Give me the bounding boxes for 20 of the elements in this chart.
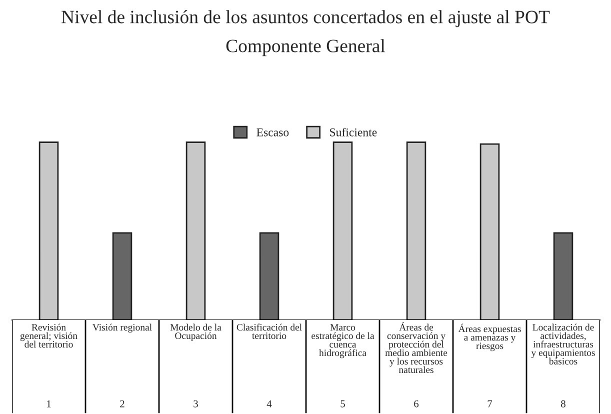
- x-tick-label: Visión regional: [92, 324, 152, 333]
- chart-subtitle: Componente General: [226, 39, 386, 56]
- text: 4: [266, 400, 272, 408]
- x-tick-label: Clasificación del territorio: [236, 324, 302, 340]
- x-tick-label: Marco estratégico de la cuenca hidrográfica: [312, 324, 374, 358]
- x-tick-label: Áreas de conservación y protección del medio ambiente y los recursos naturales: [385, 322, 448, 374]
- x-tick-label: Modelo de la Ocupación: [170, 324, 222, 342]
- x-tick-label: Áreas expuestas a amenazas y riesgos: [458, 324, 521, 352]
- text: 3: [194, 400, 198, 408]
- text: 1: [47, 400, 51, 408]
- text: 6: [414, 400, 419, 408]
- text: 5: [340, 400, 345, 408]
- text: 2: [120, 400, 124, 408]
- legend-label: Suficiente: [330, 128, 377, 136]
- x-tick-label: Revisión general; visión del territorio: [20, 324, 78, 348]
- x-tick-label: Localización de actividades, infraestructuras y equipamientos básicos: [531, 324, 595, 365]
- text: 7: [488, 400, 492, 408]
- chart-title: Nivel de inclusión de los asuntos concertados en el ajuste al POT: [62, 10, 550, 28]
- legend-label: Escaso: [256, 128, 289, 136]
- text: 8: [561, 400, 566, 408]
